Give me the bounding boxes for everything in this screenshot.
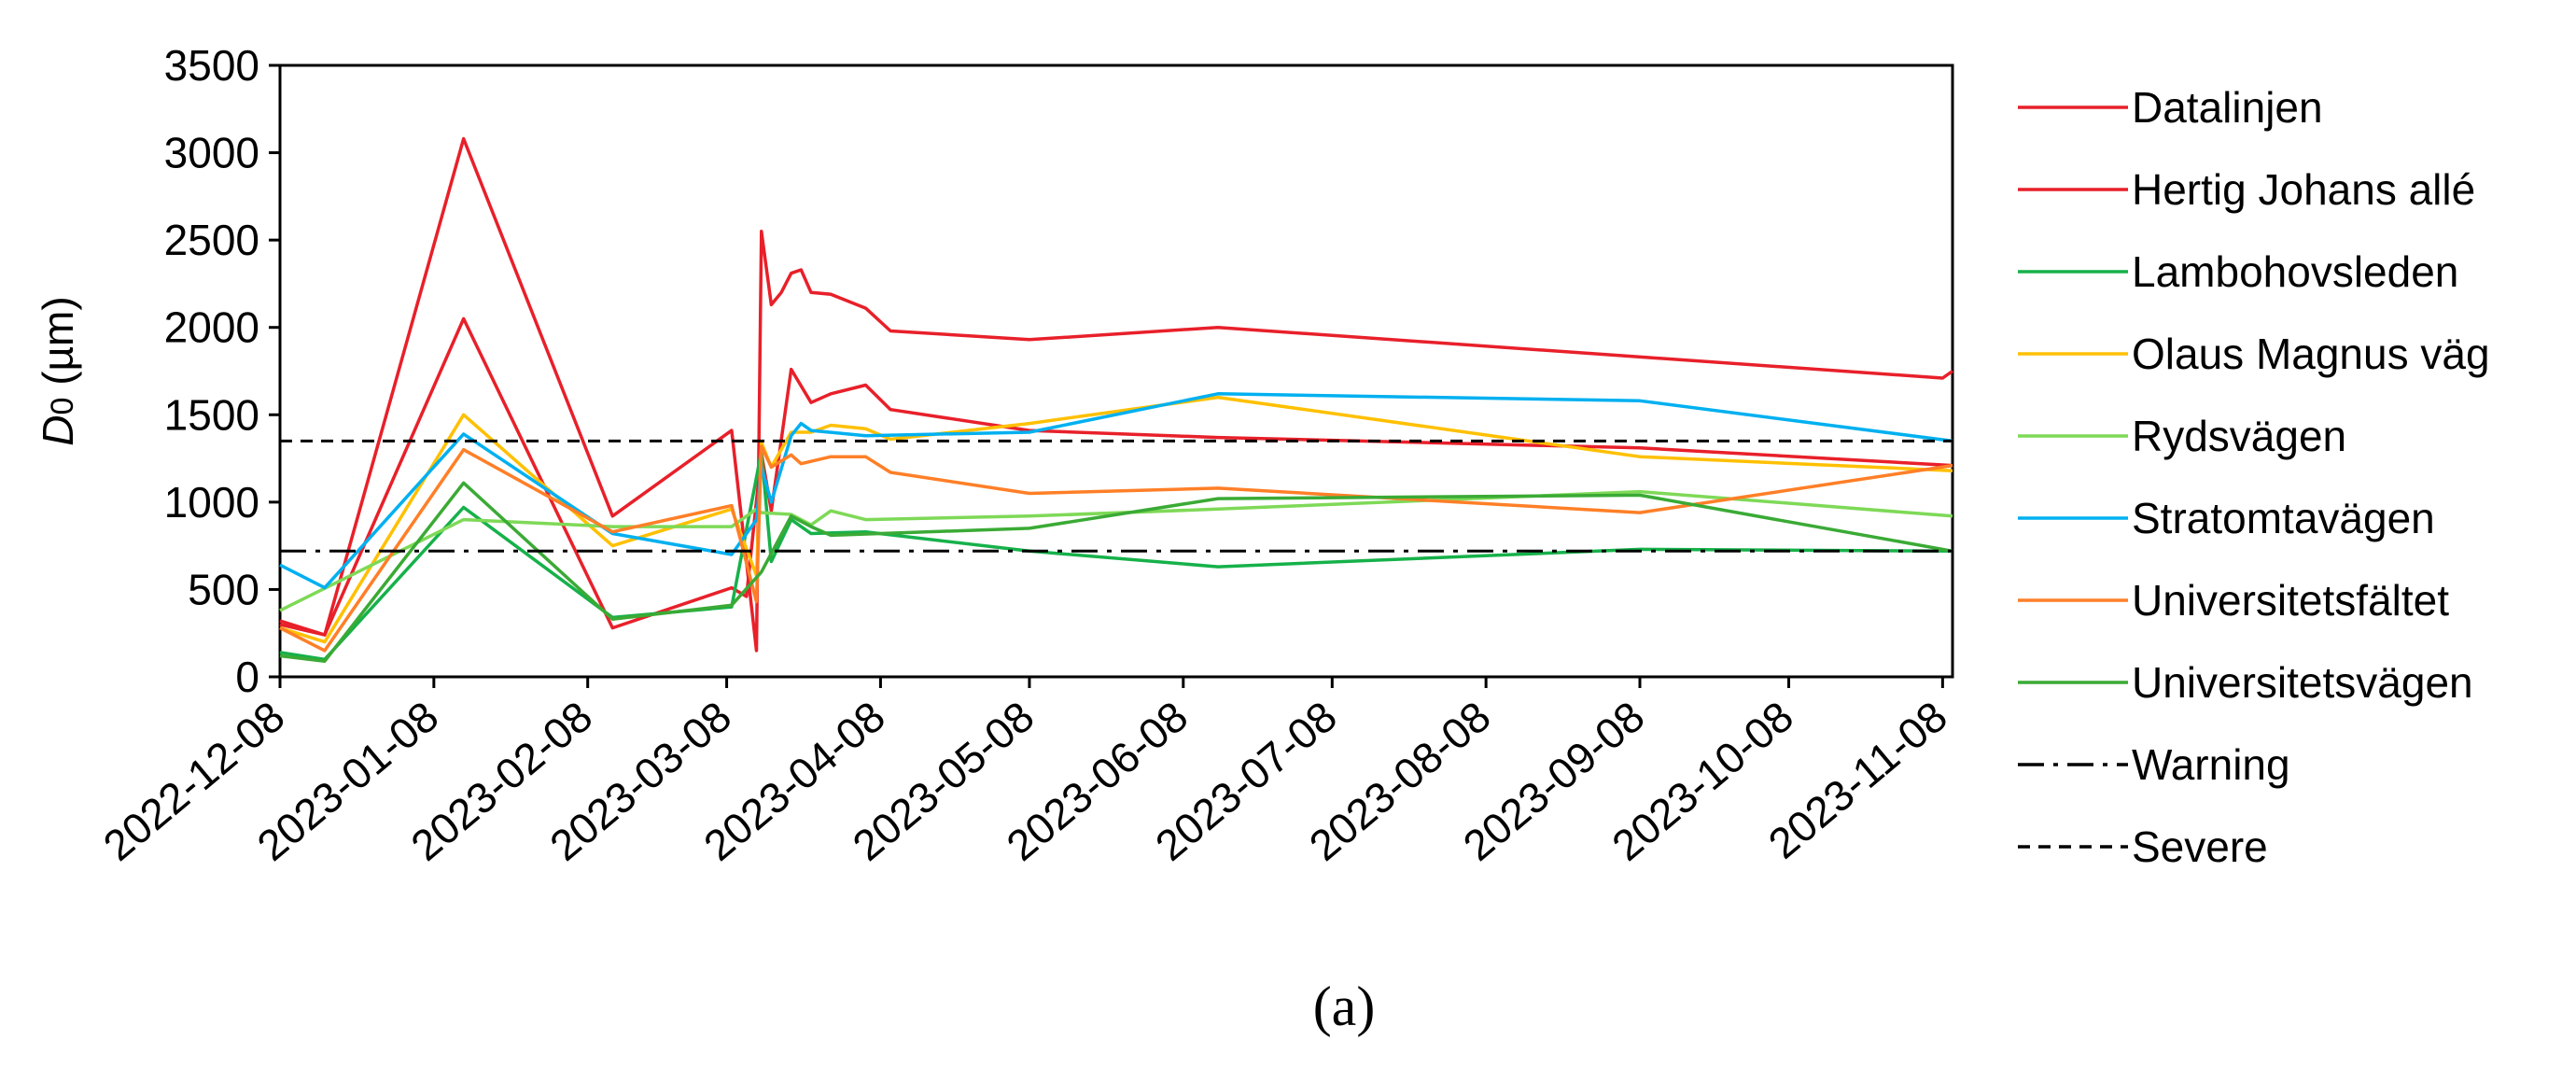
y-tick-label: 500 — [188, 565, 259, 613]
y-axis-title-unit: (µm) — [34, 296, 82, 397]
figure-caption: (a) — [1313, 976, 1376, 1037]
y-axis-title-subscript: 0 — [45, 398, 80, 415]
plot-frame — [278, 63, 1954, 679]
legend-label: Universitetsvägen — [2132, 658, 2473, 707]
y-tick-label: 2000 — [164, 303, 259, 352]
y-axis-title: D0 (µm) — [34, 296, 82, 445]
legend-label: Rydsvägen — [2132, 412, 2346, 460]
legend: Datalinjen Hertig Johans allé Lambohovsled… — [2018, 83, 2490, 871]
legend-label: Olaus Magnus väg — [2132, 330, 2490, 378]
plot-area — [278, 63, 1954, 679]
legend-label: Lambohovsleden — [2132, 247, 2458, 296]
series-line-hertig-johans-all- — [279, 316, 1953, 637]
y-tick-label: 0 — [235, 653, 259, 701]
legend-label: Universitetsfältet — [2132, 576, 2449, 625]
y-tick-label: 1500 — [164, 390, 259, 439]
series-layer — [279, 136, 1954, 663]
series-line-stratomtav-gen — [279, 392, 1953, 590]
y-tick-label: 3000 — [164, 129, 259, 177]
y-axis-title-symbol: D — [34, 415, 82, 445]
y-tick-label: 2500 — [164, 216, 259, 264]
legend-label: Datalinjen — [2132, 83, 2323, 132]
y-tick-label: 1000 — [164, 478, 259, 527]
series-line-universitetsf-ltet — [279, 444, 1953, 653]
series-line-datalinjen — [279, 136, 1954, 653]
series-line-universitetsv-gen — [279, 481, 1953, 663]
y-tick-label: 3500 — [164, 41, 259, 90]
legend-label: Warning — [2132, 740, 2290, 789]
series-line-lambohovsleden — [279, 449, 1953, 662]
legend-label: Hertig Johans allé — [2132, 165, 2475, 214]
y-axis: 0 500 1000 1500 2000 2500 3000 3500 — [164, 41, 280, 701]
legend-label: Stratomtavägen — [2132, 494, 2435, 542]
legend-label: Severe — [2132, 822, 2268, 871]
x-axis: 2022-12-082023-01-082023-02-082023-03-08… — [94, 677, 1956, 870]
